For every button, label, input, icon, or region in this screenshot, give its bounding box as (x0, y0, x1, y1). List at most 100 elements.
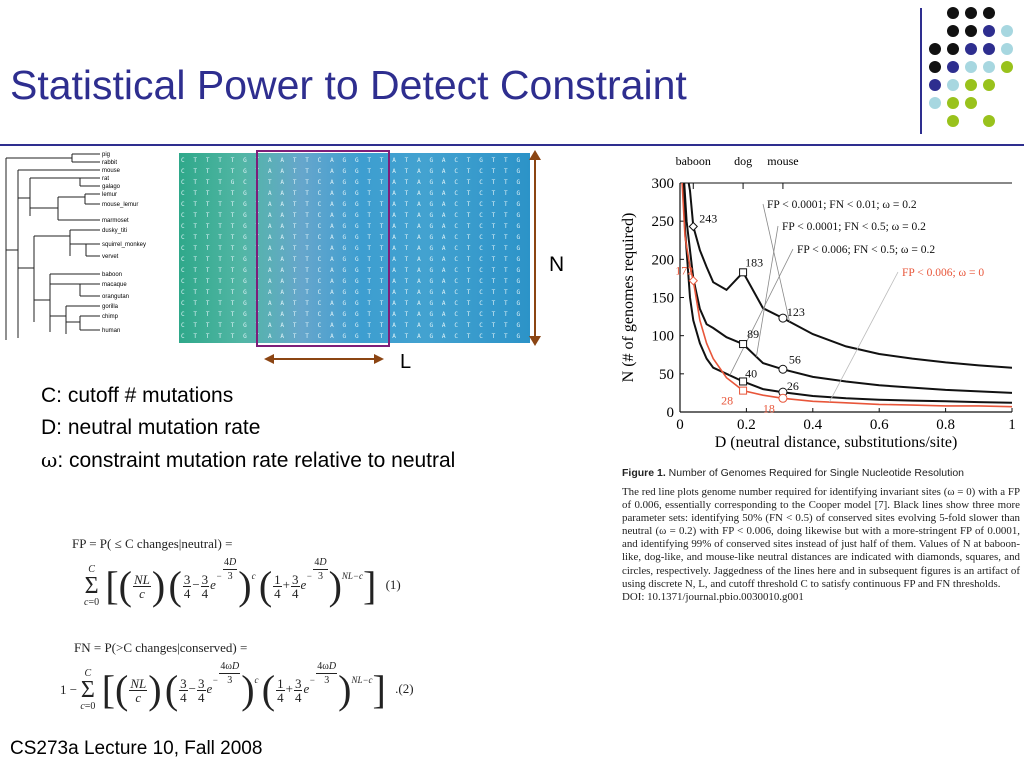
alignment-row: C T T T T G T A A T T C A G G T T A T A … (181, 267, 528, 274)
diamond-marker (688, 275, 698, 286)
alignment-row: C T T T T G T A A T T C A G G T T A T A … (181, 311, 528, 318)
species-label-pig: pig (102, 152, 110, 158)
decorative-dot (983, 25, 995, 37)
fp-formula-lhs: FP = P( ≤ C changes|neutral) = (72, 536, 233, 551)
series-label-3: FP < 0.006; ω = 0 (902, 267, 984, 279)
window-highlight-box (256, 150, 390, 347)
omega-symbol: ω (41, 448, 58, 472)
one-minus: 1 − (60, 682, 78, 698)
decorative-dot (1001, 25, 1013, 37)
decorative-dot (929, 61, 941, 73)
series-label-0: FP < 0.0001; FN < 0.01; ω = 0.2 (767, 199, 917, 211)
alignment-row: C T T T T G T A A T T C A G G T T A T A … (181, 201, 528, 208)
decorative-dot (947, 25, 959, 37)
x-tick-label: 1 (1008, 417, 1016, 433)
caption-body: The red line plots genome number require… (622, 486, 1020, 590)
point-value-label: 123 (787, 305, 805, 319)
x-tick-label: 0.8 (936, 417, 955, 433)
l-arrow (264, 354, 384, 364)
species-label-vervet: vervet (102, 254, 119, 260)
x-tick-label: 0 (676, 417, 684, 433)
series-line-1 (683, 183, 1012, 394)
point-value-label: 172 (675, 264, 693, 278)
series-leader-line (729, 248, 794, 376)
decorative-dot (965, 7, 977, 19)
decorative-dot (983, 7, 995, 19)
species-label-dusky-titi: dusky_titi (102, 228, 127, 234)
caption-title: Number of Genomes Required for Single Nu… (665, 467, 965, 479)
y-axis-label: N (# of genomes required) (620, 213, 637, 383)
species-label-rabbit: rabbit (102, 160, 117, 166)
y-tick-label: 50 (659, 367, 674, 383)
y-tick-label: 200 (652, 252, 675, 268)
series-label-2: FP < 0.006; FN < 0.5; ω = 0.2 (797, 244, 935, 256)
x-axis-label: D (neutral distance, substitutions/site) (715, 434, 958, 451)
decorative-dot-grid (929, 7, 1019, 137)
genomes-required-chart: 0 0.2 0.4 0.6 0.8 1 0 50 100 150 200 250 300 D (neutr… (620, 154, 1016, 451)
series-leader-line (755, 225, 779, 357)
species-label-mouse-lemur: mouse_lemur (102, 202, 138, 208)
sequence-alignment: C T T T T G T A A T T C A G G T T A T A … (179, 153, 530, 343)
point-value-label: 89 (747, 327, 759, 341)
caption-doi: DOI: 10.1371/journal.pbio.0030010.g001 (622, 590, 804, 603)
y-tick-label: 100 (652, 329, 675, 345)
l-label: L (400, 351, 412, 373)
decorative-dot (965, 61, 977, 73)
x-tick-label: 0.6 (870, 417, 889, 433)
decorative-dot (947, 97, 959, 109)
species-label-macaque: macaque (102, 282, 127, 288)
point-value-label: 28 (721, 394, 733, 408)
corner-divider (920, 8, 922, 134)
circle-marker (778, 313, 788, 323)
series-leader-line (829, 271, 899, 403)
decorative-dot (983, 79, 995, 91)
decorative-dot (965, 43, 977, 55)
slide-footer: CS273a Lecture 10, Fall 2008 (10, 738, 263, 759)
circle-marker (778, 364, 788, 374)
top-marker-mouse: mouse (767, 154, 798, 168)
point-value-label: 56 (789, 352, 801, 366)
point-value-label: 40 (745, 366, 757, 380)
alignment-row: C T T T T G T A A T T C A G G T T A T A … (181, 223, 528, 230)
y-tick-label: 250 (652, 214, 675, 230)
circle-marker (778, 393, 788, 403)
x-tick-label: 0.4 (803, 417, 822, 433)
species-label-human: human (102, 328, 120, 334)
species-label-squirrel-monkey: squirrel_monkey (102, 242, 146, 248)
decorative-dot (929, 43, 941, 55)
caption-figure-number: Figure 1. (622, 467, 666, 479)
diamond-marker (688, 221, 698, 232)
square-marker (739, 340, 748, 349)
decorative-dot (947, 79, 959, 91)
species-label-orangutan: orangutan (102, 294, 129, 300)
alignment-row: C T T T T G T A A T T C A G G T T A T A … (181, 168, 528, 175)
series-line-2 (682, 183, 1012, 404)
decorative-dot (983, 61, 995, 73)
decorative-dot (947, 115, 959, 127)
square-marker (739, 377, 748, 386)
species-label-baboon: baboon (102, 272, 122, 278)
alignment-row: C T T T T G T A A T T C A G G T T A T A … (181, 245, 528, 252)
top-marker-baboon: baboon (676, 154, 711, 168)
n-arrow (529, 150, 541, 346)
figure-caption: Figure 1. Number of Genomes Required for… (622, 466, 1020, 604)
decorative-dot (1001, 61, 1013, 73)
point-value-label: 18 (763, 401, 775, 415)
decorative-dot (929, 97, 941, 109)
species-label-galago: galago (102, 184, 121, 190)
alignment-row: C T T T T G T A A T T C A G G T T A T A … (181, 300, 528, 307)
alignment-row: C T T T T G T A A T T C A G G T T A T A … (181, 234, 528, 241)
species-label-mouse: mouse (102, 168, 121, 174)
n-label: N (549, 253, 565, 276)
point-value-label: 243 (699, 212, 717, 226)
alignment-row: C T T T T G T A A T T C A G G T T A T A … (181, 333, 528, 340)
alignment-row: C T T T G C T T A T T C A G G T T A T A … (181, 179, 528, 186)
alignment-row: C T T T T G T A A T T C A G G T T A T A … (181, 212, 528, 219)
species-label-gorilla: gorilla (102, 304, 119, 310)
decorative-dot (983, 115, 995, 127)
square-marker (739, 386, 748, 395)
caption-heading: Figure 1. Number of Genomes Required for… (622, 466, 1020, 481)
